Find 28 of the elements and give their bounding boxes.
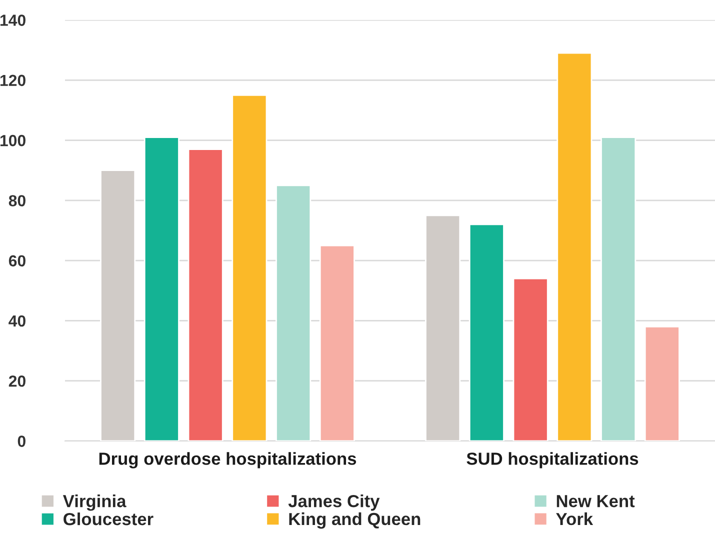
legend-label: York <box>556 512 594 526</box>
y-tick-label: 60 <box>8 255 26 267</box>
bar <box>468 224 504 441</box>
y-tick-label: 0 <box>18 436 26 447</box>
bar <box>276 184 312 441</box>
y-tick-label: 80 <box>8 195 26 206</box>
legend-label: New Kent <box>556 495 635 508</box>
y-tick-label: 140 <box>0 14 26 26</box>
x-tick-label: SUD hospitalizations <box>466 452 638 468</box>
bar <box>512 278 548 441</box>
legend-label: James City <box>288 494 380 511</box>
bar <box>144 136 180 441</box>
legend-label: Virginia <box>62 494 126 511</box>
y-tick-label: 20 <box>8 375 26 387</box>
legend-label: King and Queen <box>289 512 420 529</box>
legend-label: Gloucester <box>64 512 154 526</box>
bar <box>319 244 355 441</box>
bar <box>100 170 136 441</box>
bar <box>600 136 636 441</box>
bar <box>425 214 461 441</box>
x-tick-label: Drug overdose hospitalizations <box>99 452 356 468</box>
bar <box>232 94 268 441</box>
bar <box>188 148 224 441</box>
y-tick-label: 100 <box>0 134 26 146</box>
bar <box>644 326 680 441</box>
y-tick-label: 120 <box>0 74 26 86</box>
bar <box>556 52 592 441</box>
y-tick-label: 40 <box>8 315 26 327</box>
